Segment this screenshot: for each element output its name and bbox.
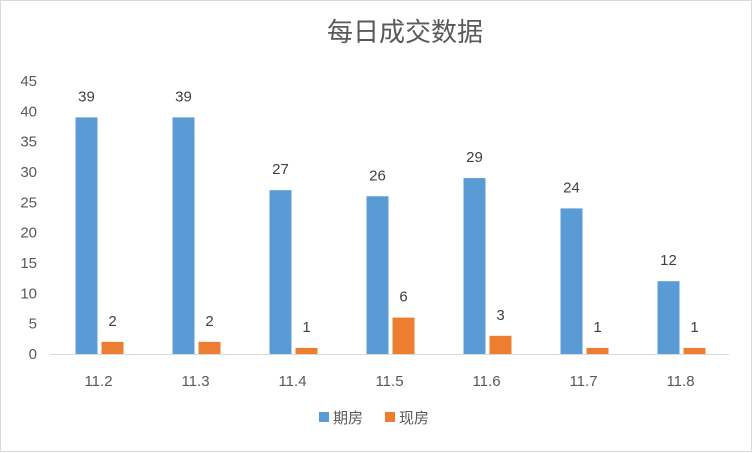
data-label-series-2: 1 <box>593 319 601 336</box>
bar-series-2 <box>101 341 124 354</box>
bar-series-2 <box>683 347 706 354</box>
bar-series-1 <box>75 117 98 355</box>
y-tick-label: 10 <box>20 285 37 302</box>
data-label-series-1: 29 <box>466 149 483 166</box>
bar-series-2 <box>295 347 318 354</box>
legend-swatch-series-2 <box>385 412 395 422</box>
data-label-series-2: 6 <box>399 289 407 306</box>
legend-swatch-series-1 <box>319 412 329 422</box>
y-tick-label: 45 <box>20 73 37 90</box>
legend-label-series-1: 期房 <box>333 409 363 427</box>
y-tick-label: 25 <box>20 194 37 211</box>
data-label-series-1: 39 <box>78 88 95 105</box>
data-label-series-2: 2 <box>205 313 213 330</box>
bar-series-1 <box>560 208 583 354</box>
data-label-series-1: 24 <box>563 179 580 196</box>
data-label-series-1: 27 <box>272 161 289 178</box>
data-label-series-2: 1 <box>690 319 698 336</box>
data-labels: 39 2 39 2 27 1 26 6 29 3 24 1 12 1 <box>78 88 699 336</box>
x-tick-label: 11.7 <box>569 373 597 390</box>
bars <box>75 117 706 355</box>
bar-series-2 <box>489 335 512 354</box>
y-axis-ticks: 0 5 10 15 20 25 30 35 40 45 <box>20 73 37 363</box>
bar-series-1 <box>269 190 292 354</box>
bar-series-2 <box>586 347 609 354</box>
x-tick-label: 11.4 <box>278 373 306 390</box>
x-tick-label: 11.2 <box>84 373 112 390</box>
bar-series-1 <box>172 117 195 355</box>
chart-title: 每日成交数据 <box>327 18 483 48</box>
data-label-series-2: 3 <box>496 307 504 324</box>
y-tick-label: 20 <box>20 225 37 242</box>
y-tick-label: 40 <box>20 103 37 120</box>
data-label-series-2: 1 <box>302 319 310 336</box>
x-tick-label: 11.3 <box>181 373 209 390</box>
bar-series-1 <box>366 196 389 354</box>
bar-series-2 <box>198 341 221 354</box>
bar-series-2 <box>392 317 415 354</box>
data-label-series-2: 2 <box>108 313 116 330</box>
legend: 期房 现房 <box>319 409 429 427</box>
bar-series-1 <box>657 281 680 354</box>
bar-series-1 <box>463 178 486 354</box>
x-tick-label: 11.5 <box>375 373 403 390</box>
y-tick-label: 30 <box>20 164 37 181</box>
x-tick-label: 11.6 <box>472 373 500 390</box>
x-axis-ticks: 11.2 11.3 11.4 11.5 11.6 11.7 11.8 <box>84 373 694 390</box>
y-tick-label: 35 <box>20 134 37 151</box>
legend-label-series-2: 现房 <box>399 409 429 427</box>
data-label-series-1: 39 <box>175 88 192 105</box>
y-tick-label: 15 <box>20 255 37 272</box>
x-tick-label: 11.8 <box>666 373 694 390</box>
y-tick-label: 5 <box>29 316 37 333</box>
data-label-series-1: 26 <box>369 167 386 184</box>
data-label-series-1: 12 <box>660 252 677 269</box>
y-tick-label: 0 <box>29 346 37 363</box>
